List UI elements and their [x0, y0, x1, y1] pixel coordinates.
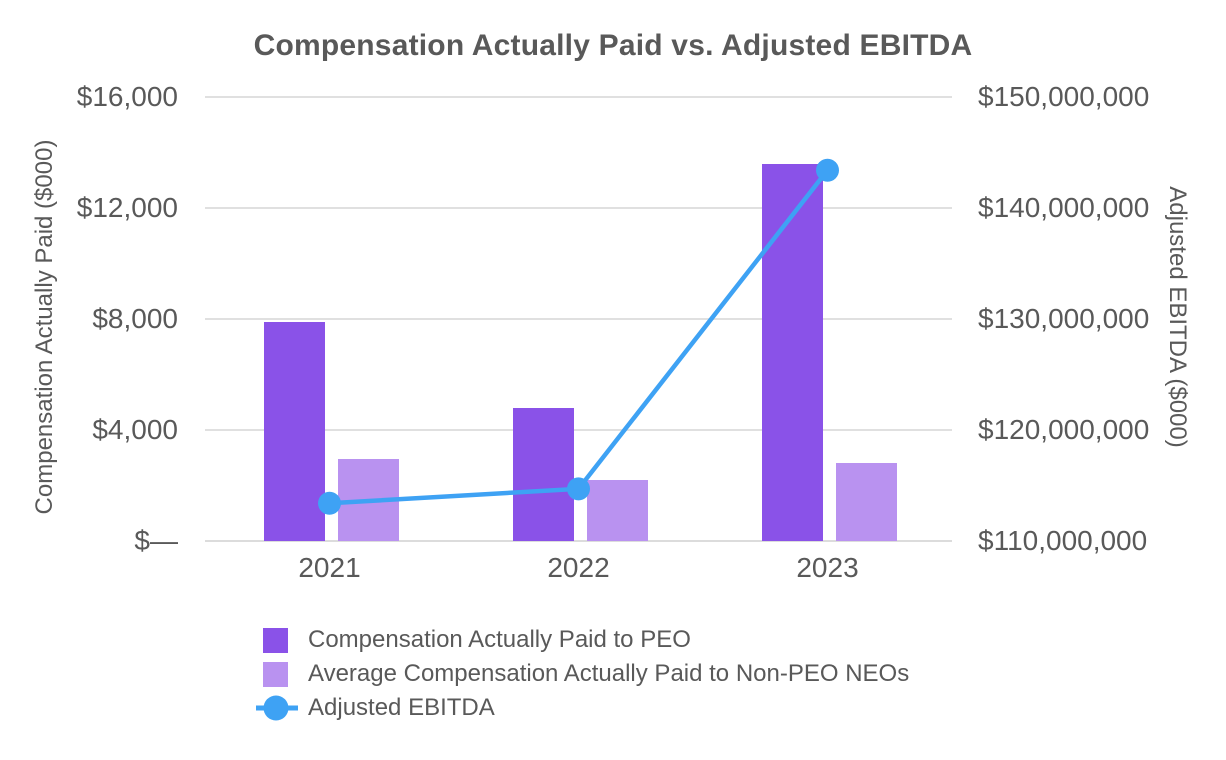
right-axis-title: Adjusted EBITDA ($000)	[1164, 186, 1191, 448]
gridline	[205, 96, 952, 98]
left-axis-tick-label: $4,000	[92, 414, 178, 445]
peo-bar	[264, 321, 325, 541]
gridline	[205, 318, 952, 320]
right-axis-tick-label: $150,000,000	[978, 81, 1150, 112]
legend-item-ebitda: Adjusted EBITDA	[255, 691, 909, 725]
legend-swatch-cell	[255, 661, 308, 687]
legend-label-non-peo: Average Compensation Actually Paid to No…	[308, 660, 910, 687]
legend-item-peo: Compensation Actually Paid to PEO	[255, 623, 909, 657]
right-axis-tick-label: $130,000,000	[978, 303, 1150, 334]
legend-swatch-cell	[255, 693, 308, 723]
legend-label-peo: Compensation Actually Paid to PEO	[308, 626, 691, 653]
legend-item-non-peo: Average Compensation Actually Paid to No…	[255, 657, 909, 691]
right-axis-tick-label: $120,000,000	[978, 414, 1150, 445]
chart-title: Compensation Actually Paid vs. Adjusted …	[253, 29, 973, 62]
peo-bar	[513, 407, 574, 541]
x-axis-category-label: 2021	[298, 552, 361, 583]
non-peo-bar	[836, 463, 897, 541]
left-axis-tick-label: $16,000	[76, 81, 178, 112]
peo-bar-swatch-icon	[263, 627, 288, 653]
left-axis-title: Compensation Actually Paid ($000)	[31, 139, 58, 515]
right-axis-tick-label: $140,000,000	[978, 192, 1150, 223]
non-peo-bar	[338, 459, 399, 541]
left-axis-tick-label: $12,000	[76, 192, 178, 223]
peo-bar	[762, 163, 823, 541]
ebitda-line	[329, 168, 830, 506]
legend-swatch-cell	[255, 627, 308, 653]
gridline	[205, 540, 952, 542]
right-axis-tick-label: $110,000,000	[978, 525, 1148, 556]
left-axis-tick-label: $—	[134, 525, 178, 556]
line-marker-swatch-icon	[256, 695, 298, 721]
non-peo-bar	[587, 479, 648, 541]
legend: Compensation Actually Paid to PEO Averag…	[255, 623, 909, 725]
left-axis-tick-label: $8,000	[92, 303, 178, 334]
x-axis-category-label: 2023	[796, 552, 859, 583]
non-peo-bar-swatch-icon	[263, 661, 288, 687]
x-axis-category-label: 2022	[547, 552, 610, 583]
gridline	[205, 207, 952, 209]
legend-label-ebitda: Adjusted EBITDA	[308, 694, 495, 721]
